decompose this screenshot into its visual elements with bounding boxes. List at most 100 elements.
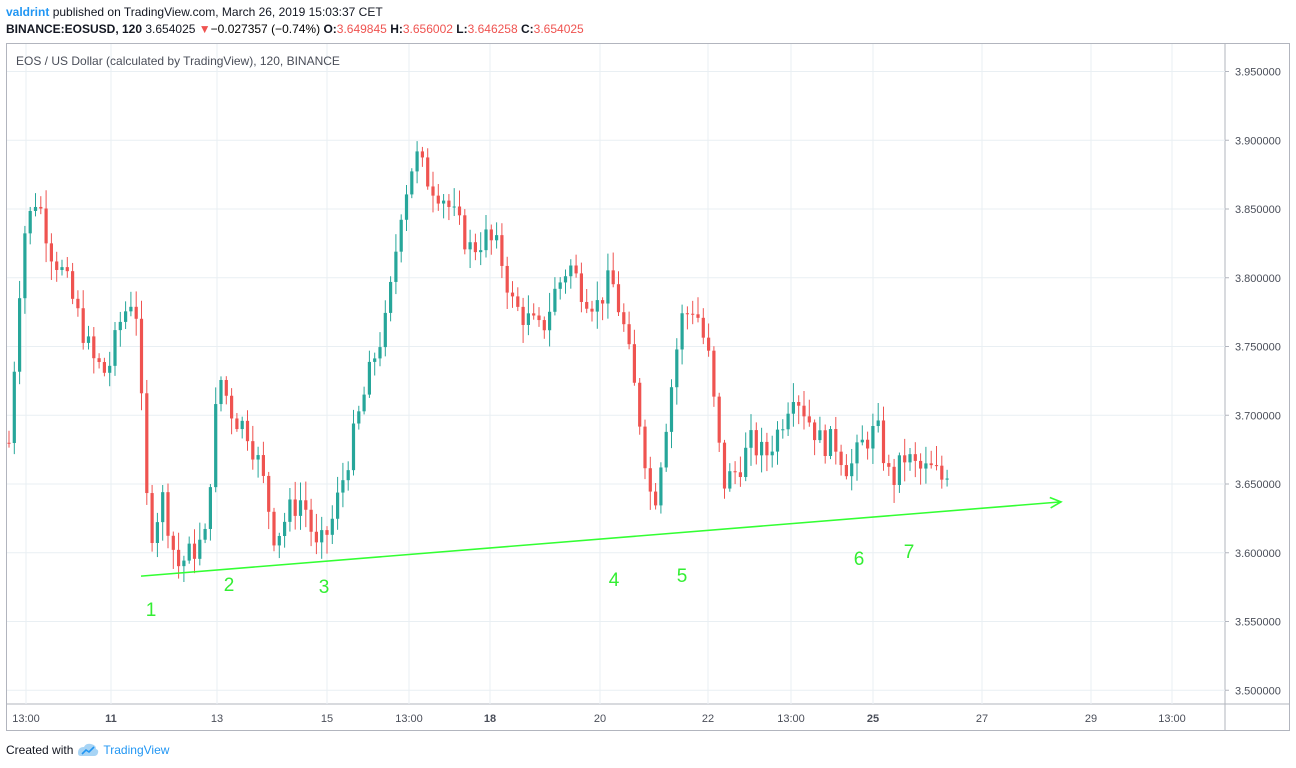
candle-body [71,271,75,299]
candle-body [325,530,329,535]
candle-body [314,531,318,543]
candle-body [606,270,610,304]
candle-body [728,471,732,489]
candle-body [235,418,239,430]
tradingview-brand[interactable]: TradingView [103,743,170,757]
candle-body [627,324,631,345]
touch-point-label: 7 [904,542,915,563]
candle-body [807,416,811,423]
candle-body [267,475,271,512]
candle-body [844,465,848,477]
candle-body [182,560,186,567]
candle-body [722,442,727,489]
candle-body [161,492,165,523]
candle-body [786,413,790,430]
candle-body [426,157,430,187]
touch-point-label: 5 [677,566,688,587]
candle-body [749,430,753,448]
candle-body [500,235,504,266]
candle-body [399,219,403,252]
candle-body [394,251,398,282]
x-tick-label: 13:00 [1158,713,1186,725]
candle-body [298,500,303,516]
candles-group [7,141,949,582]
touch-point-label: 2 [224,575,235,596]
candle-body [404,194,409,220]
candle-body [648,468,652,492]
candle-body [595,300,599,312]
candle-body [468,242,472,250]
candle-body [574,265,578,274]
candle-body [341,480,345,493]
candle-body [81,308,85,343]
x-tick-label: 13:00 [777,713,805,725]
x-tick-label: 15 [321,713,333,725]
candle-body [823,430,827,457]
candle-body [65,267,69,272]
candle-body [256,455,260,460]
x-tick-label: 20 [594,713,606,725]
x-tick-label: 25 [867,713,879,725]
candle-body [601,300,605,304]
high-value: 3.656002 [402,22,453,36]
candle-body [632,344,636,383]
x-tick-label: 11 [105,713,117,725]
candle-body [230,395,234,419]
candle-body [818,430,822,441]
touch-point-label: 1 [146,600,157,621]
candle-body [866,439,870,449]
candle-body [283,521,287,536]
candle-body [12,371,16,444]
candle-body [738,472,742,478]
low-value: 3.646258 [467,22,518,36]
candle-body [362,394,366,412]
candle-body [60,267,64,270]
candle-body [760,441,764,456]
y-tick-label: 3.750000 [1235,342,1281,354]
chart-frame [6,43,1290,731]
author-name[interactable]: valdrint [6,5,50,19]
candle-body [479,250,483,253]
symbol-label: BINANCE:EOSUSD, 120 [6,22,143,36]
candle-body [876,420,880,427]
candle-body [765,441,769,456]
candle-body [532,313,536,316]
candle-body [330,518,334,535]
candle-body [389,281,393,313]
candle-body [92,336,96,359]
candle-body [616,284,621,313]
candle-body [590,308,594,312]
candle-body [897,455,901,485]
candle-body [288,499,292,522]
candle-body [553,288,557,312]
candle-body [431,186,435,196]
candle-body [214,404,218,488]
candle-body [436,195,440,204]
candle-body [919,460,923,469]
candle-body [224,379,228,396]
candle-body [28,210,32,234]
candle-body [473,242,477,253]
candle-body [834,429,838,452]
y-tick-label: 3.650000 [1235,479,1281,491]
candle-body [770,451,774,456]
candle-body [155,522,159,543]
candle-body [569,265,573,277]
candle-body [457,206,462,216]
candle-body [548,311,552,331]
trendline-arrow-icon [1049,496,1063,509]
candle-body [145,393,149,494]
candle-body [505,265,509,293]
candle-body [452,206,456,208]
candle-body [272,511,276,546]
candle-body [622,312,626,325]
candle-body [638,382,642,427]
candle-body [542,320,546,331]
candle-body [240,420,244,430]
candle-body [309,509,313,532]
ohlc-bar: BINANCE:EOSUSD, 120 3.654025 ▼−0.027357 … [6,22,584,36]
candle-body [484,229,488,251]
candle-body [691,313,695,315]
candle-body [251,441,255,460]
